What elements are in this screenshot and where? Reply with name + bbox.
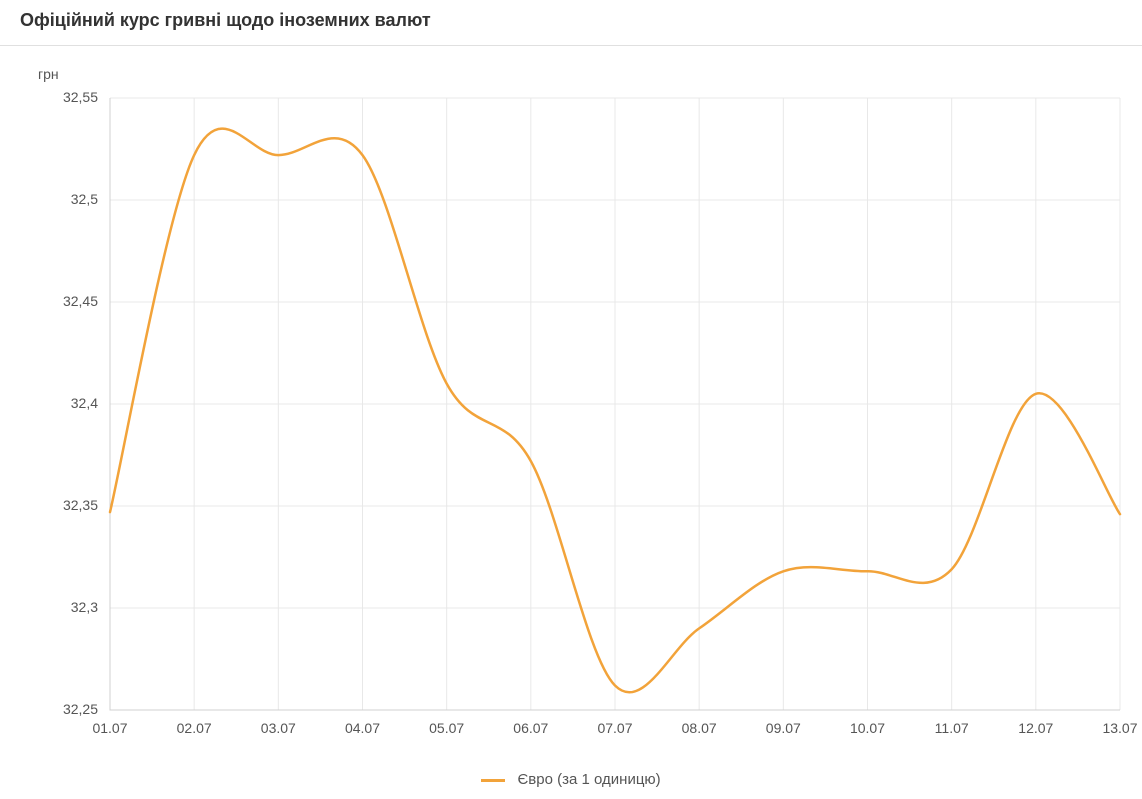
x-tick-label: 01.07 bbox=[80, 720, 140, 736]
legend-line-icon bbox=[481, 779, 505, 782]
legend: Євро (за 1 одиницю) bbox=[0, 771, 1142, 788]
legend-label: Євро (за 1 одиницю) bbox=[518, 771, 661, 788]
chart-area: грн 32,2532,332,3532,432,4532,532,55 01.… bbox=[0, 48, 1142, 794]
y-tick-label: 32,3 bbox=[0, 599, 98, 615]
y-tick-label: 32,5 bbox=[0, 191, 98, 207]
x-tick-label: 08.07 bbox=[669, 720, 729, 736]
y-tick-label: 32,45 bbox=[0, 293, 98, 309]
x-tick-label: 06.07 bbox=[501, 720, 561, 736]
x-tick-label: 10.07 bbox=[838, 720, 898, 736]
x-tick-label: 11.07 bbox=[922, 720, 982, 736]
x-tick-label: 03.07 bbox=[248, 720, 308, 736]
x-tick-label: 02.07 bbox=[164, 720, 224, 736]
chart-container: Офіційний курс гривні щодо іноземних вал… bbox=[0, 0, 1142, 794]
y-tick-label: 32,25 bbox=[0, 701, 98, 717]
plot-svg-holder bbox=[0, 48, 1142, 794]
x-tick-label: 04.07 bbox=[333, 720, 393, 736]
x-tick-label: 13.07 bbox=[1090, 720, 1142, 736]
x-tick-label: 05.07 bbox=[417, 720, 477, 736]
x-tick-label: 07.07 bbox=[585, 720, 645, 736]
x-tick-label: 09.07 bbox=[753, 720, 813, 736]
y-tick-label: 32,55 bbox=[0, 89, 98, 105]
y-tick-label: 32,4 bbox=[0, 395, 98, 411]
x-tick-label: 12.07 bbox=[1006, 720, 1066, 736]
chart-title: Офіційний курс гривні щодо іноземних вал… bbox=[0, 0, 1142, 46]
y-tick-label: 32,35 bbox=[0, 497, 98, 513]
